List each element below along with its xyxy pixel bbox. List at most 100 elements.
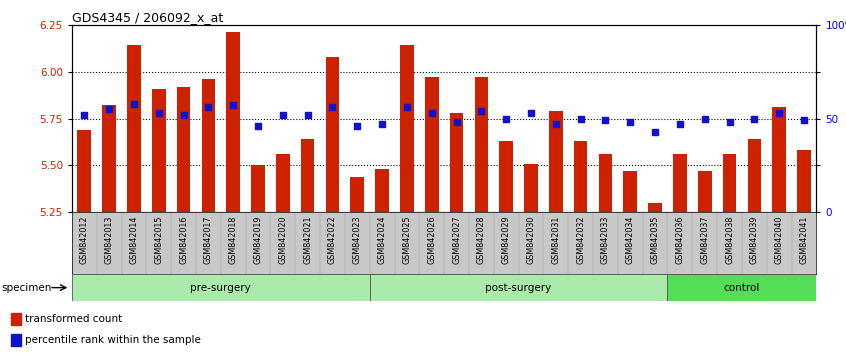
Bar [673,154,687,212]
Point [78,112,91,118]
Point [525,110,538,116]
Text: GSM842037: GSM842037 [700,216,709,264]
Point [152,110,166,116]
Text: pre-surgery: pre-surgery [190,282,251,293]
Bar [400,45,414,212]
Point [376,121,389,127]
Text: GSM842040: GSM842040 [775,216,783,264]
Bar [326,57,339,212]
Point [499,116,513,121]
Text: GSM842036: GSM842036 [675,216,684,264]
Bar [525,164,538,212]
Bar [11,334,21,346]
Text: GSM842027: GSM842027 [452,216,461,264]
Bar [624,171,637,212]
Point [797,118,810,123]
Bar [376,169,389,212]
Text: percentile rank within the sample: percentile rank within the sample [25,335,201,345]
Point [748,116,761,121]
Text: GSM842035: GSM842035 [651,216,660,264]
Text: GSM842041: GSM842041 [799,216,809,264]
Point [698,116,711,121]
Bar [350,177,364,212]
Point [722,120,736,125]
Bar [227,32,240,212]
Text: GSM842031: GSM842031 [552,216,560,264]
Text: GSM842015: GSM842015 [154,216,163,264]
Text: GSM842020: GSM842020 [278,216,288,264]
Text: GSM842012: GSM842012 [80,216,89,264]
Point [772,110,786,116]
Bar [425,77,438,212]
Text: GSM842018: GSM842018 [228,216,238,264]
Point [350,123,364,129]
Text: GSM842017: GSM842017 [204,216,213,264]
Point [599,118,613,123]
Text: GDS4345 / 206092_x_at: GDS4345 / 206092_x_at [72,11,223,24]
Point [251,123,265,129]
Bar [450,113,464,212]
Point [450,120,464,125]
Bar [72,274,370,301]
Point [549,121,563,127]
Point [425,110,438,116]
Bar [698,171,711,212]
Point [326,104,339,110]
Bar [11,313,21,325]
Bar [301,139,315,212]
Text: GSM842013: GSM842013 [105,216,113,264]
Text: GSM842038: GSM842038 [725,216,734,264]
Bar [599,154,613,212]
Point [400,104,414,110]
Bar [78,130,91,212]
Text: GSM842024: GSM842024 [377,216,387,264]
Text: GSM842023: GSM842023 [353,216,362,264]
Bar [549,111,563,212]
Point [102,106,116,112]
Point [301,112,315,118]
Text: GSM842019: GSM842019 [254,216,262,264]
Text: GSM842016: GSM842016 [179,216,188,264]
Bar [102,105,116,212]
Bar [475,77,488,212]
Text: GSM842021: GSM842021 [303,216,312,264]
Text: GSM842034: GSM842034 [626,216,634,264]
Point [648,129,662,135]
Text: GSM842029: GSM842029 [502,216,511,264]
Bar [772,107,786,212]
Bar [251,165,265,212]
Point [177,112,190,118]
Text: GSM842028: GSM842028 [477,216,486,264]
Point [127,101,140,107]
Bar [648,203,662,212]
Bar [574,141,587,212]
Text: GSM842025: GSM842025 [403,216,411,264]
Bar [797,150,810,212]
Point [276,112,289,118]
Point [227,103,240,108]
Bar [177,87,190,212]
Bar [127,45,140,212]
Text: control: control [724,282,760,293]
Text: GSM842032: GSM842032 [576,216,585,264]
Point [475,108,488,114]
Bar [201,79,215,212]
Text: transformed count: transformed count [25,314,123,324]
Bar [667,274,816,301]
Bar [748,139,761,212]
Bar [499,141,513,212]
Point [624,120,637,125]
Text: post-surgery: post-surgery [486,282,552,293]
Bar [276,154,289,212]
Point [574,116,587,121]
Point [673,121,687,127]
Text: GSM842033: GSM842033 [601,216,610,264]
Text: GSM842039: GSM842039 [750,216,759,264]
Bar [370,274,667,301]
Text: GSM842030: GSM842030 [526,216,536,264]
Text: GSM842026: GSM842026 [427,216,437,264]
Point [201,104,215,110]
Text: GSM842022: GSM842022 [328,216,337,264]
Text: GSM842014: GSM842014 [129,216,139,264]
Bar [152,88,166,212]
